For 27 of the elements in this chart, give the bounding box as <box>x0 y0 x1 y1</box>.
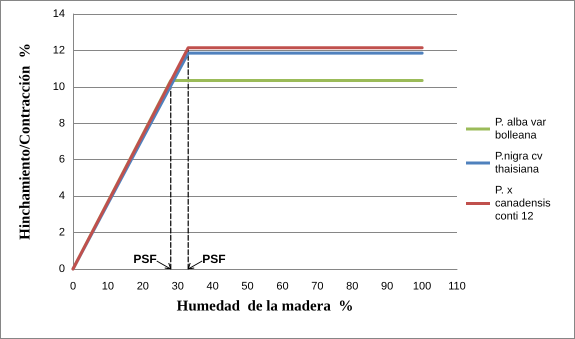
annotation: PSF <box>202 252 226 266</box>
legend-label: P.nigra cv thaisiana <box>495 150 546 176</box>
y-tick-label: 6 <box>58 154 65 166</box>
y-tick-label: 0 <box>58 263 65 275</box>
y-axis-title: Hinchamiento/Contracción % <box>18 43 34 240</box>
x-tick-label: 80 <box>346 280 358 292</box>
x-tick-label: 10 <box>102 280 114 292</box>
y-tick-label: 2 <box>58 226 65 239</box>
x-tick-label: 90 <box>381 280 394 292</box>
x-tick-label: 0 <box>70 280 76 292</box>
y-tick-label: 10 <box>52 80 65 93</box>
x-tick-label: 110 <box>448 280 466 292</box>
y-tick-label: 12 <box>52 44 65 56</box>
legend-label: P. alba var bolleana <box>495 116 550 142</box>
x-tick-label: 40 <box>206 280 219 292</box>
y-tick-label: 14 <box>52 8 65 20</box>
x-tick-label: 70 <box>311 280 324 292</box>
x-tick-label: 20 <box>136 280 149 292</box>
x-tick-label: 50 <box>241 280 254 292</box>
x-axis-title: Humedad de la madera % <box>176 298 354 314</box>
x-tick-label: 100 <box>412 280 432 292</box>
x-tick-label: 30 <box>172 280 184 292</box>
y-tick-label: 4 <box>58 190 65 202</box>
y-tick-label: 8 <box>58 117 65 130</box>
x-tick-label: 60 <box>276 280 289 292</box>
annotation: PSF <box>133 252 157 266</box>
legend-label: P. x canadensis conti 12 <box>495 184 554 222</box>
